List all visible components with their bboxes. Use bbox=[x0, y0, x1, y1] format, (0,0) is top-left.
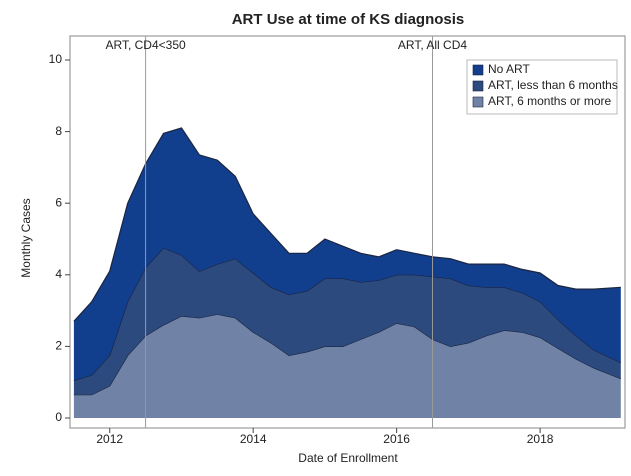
y-tick-label: 2 bbox=[55, 339, 62, 353]
y-tick-label: 8 bbox=[55, 124, 62, 138]
legend-box bbox=[466, 59, 618, 115]
y-tick-label: 4 bbox=[55, 267, 62, 281]
y-tick-label: 10 bbox=[49, 52, 63, 66]
area-edge bbox=[73, 127, 621, 322]
x-tick-label: 2012 bbox=[96, 432, 123, 446]
area-fill bbox=[73, 314, 621, 418]
y-axis-title: Monthly Cases bbox=[19, 198, 33, 277]
area-fill bbox=[73, 128, 621, 381]
legend-swatch bbox=[472, 64, 484, 76]
legend-label: ART, less than 6 months bbox=[488, 78, 618, 92]
reference-label: ART, All CD4 bbox=[398, 38, 467, 52]
x-tick-label: 2014 bbox=[240, 432, 267, 446]
legend-label: ART, 6 months or more bbox=[488, 94, 611, 108]
chart-title: ART Use at time of KS diagnosis bbox=[232, 11, 465, 28]
y-tick-label: 0 bbox=[55, 410, 62, 424]
legend-swatch bbox=[472, 96, 484, 108]
legend-label: No ART bbox=[488, 62, 530, 76]
legend-swatch bbox=[472, 80, 484, 92]
reference-label: ART, CD4<350 bbox=[106, 38, 186, 52]
area-fill bbox=[73, 248, 621, 395]
x-tick-label: 2016 bbox=[383, 432, 410, 446]
x-tick-label: 2018 bbox=[527, 432, 554, 446]
plot-frame bbox=[69, 35, 626, 429]
x-axis-title: Date of Enrollment bbox=[298, 451, 398, 465]
y-tick-label: 6 bbox=[55, 195, 62, 209]
